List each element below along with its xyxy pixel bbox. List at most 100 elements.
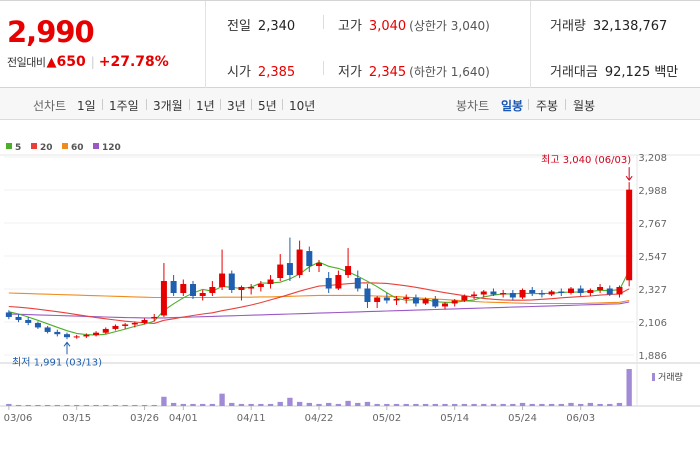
volume-label: 거래량 bbox=[658, 371, 683, 383]
ma60-line bbox=[8, 292, 630, 305]
volume: 거래량 32,138,767 bbox=[550, 15, 667, 34]
candle-body bbox=[606, 288, 613, 295]
tab-daily[interactable]: 일봉 bbox=[501, 99, 524, 113]
candle bbox=[354, 270, 361, 292]
candle-body bbox=[471, 294, 478, 296]
volume-bar bbox=[413, 403, 419, 406]
change-rate: +27.78% bbox=[98, 54, 169, 70]
candle bbox=[73, 334, 80, 339]
divider bbox=[251, 99, 252, 110]
candle-body bbox=[63, 334, 71, 338]
candle bbox=[558, 288, 565, 296]
candle-body bbox=[480, 291, 487, 295]
divider bbox=[530, 1, 531, 88]
candle-body bbox=[422, 298, 429, 304]
volume-bar bbox=[180, 403, 186, 406]
divider bbox=[565, 99, 566, 110]
volume-bar bbox=[296, 401, 303, 406]
volume-bars: 거래량 bbox=[6, 369, 683, 406]
candle bbox=[306, 246, 313, 273]
amount-value: 92,125 bbox=[604, 65, 651, 80]
candle-body bbox=[529, 289, 536, 293]
volume-bar bbox=[355, 402, 361, 406]
candle bbox=[63, 332, 71, 340]
y-tick-label: 2,106 bbox=[638, 318, 667, 329]
tab-monthly[interactable]: 월봉 bbox=[573, 99, 596, 113]
volume-bar bbox=[452, 403, 458, 406]
prev-close-value: 2,340 bbox=[257, 19, 296, 34]
tab-1d[interactable]: 1일 bbox=[77, 99, 96, 113]
volume-bar bbox=[209, 403, 216, 406]
candle bbox=[34, 321, 41, 329]
legend: 5 20 60 120 bbox=[6, 143, 121, 153]
x-tick-label: 04/22 bbox=[305, 413, 334, 424]
candle-body bbox=[432, 298, 439, 307]
volume-label: 거래량 bbox=[550, 19, 586, 34]
volume-bar bbox=[548, 403, 555, 406]
volume-bar bbox=[616, 402, 623, 406]
candle-body bbox=[335, 275, 342, 289]
high-value: 3,040 bbox=[368, 19, 407, 34]
candle-body bbox=[267, 279, 274, 285]
tab-10y[interactable]: 10년 bbox=[289, 99, 316, 113]
upper-limit: (상한가 3,040) bbox=[409, 19, 490, 33]
volume-bar bbox=[103, 404, 109, 406]
candle-body bbox=[451, 300, 458, 304]
candle-body bbox=[257, 284, 264, 288]
tab-3y[interactable]: 3년 bbox=[227, 99, 246, 113]
candle bbox=[538, 289, 545, 298]
candle-body bbox=[315, 263, 323, 267]
stock-summary: 2,990 전일대비▲650 | +27.78% 전일 2,340 시가 2,385 고… bbox=[0, 0, 700, 88]
volume-bar bbox=[422, 403, 429, 406]
volume-bar bbox=[83, 404, 90, 406]
low-annotation: 최저 1,991 (03/13) bbox=[12, 356, 102, 368]
tab-1y[interactable]: 1년 bbox=[196, 99, 215, 113]
volume-bar bbox=[587, 402, 594, 406]
candle bbox=[267, 275, 274, 289]
tab-weekly[interactable]: 주봉 bbox=[536, 99, 559, 113]
candle-body bbox=[73, 336, 80, 338]
line-chart-title: 선차트 bbox=[33, 99, 67, 113]
volume-bar bbox=[626, 369, 632, 406]
x-tick-label: 05/14 bbox=[440, 413, 469, 424]
candle-body bbox=[15, 316, 22, 320]
candle-body bbox=[345, 266, 352, 276]
candle-body bbox=[189, 284, 197, 296]
legend-swatch bbox=[31, 143, 37, 149]
candle bbox=[626, 182, 633, 287]
candle bbox=[393, 295, 400, 305]
volume-bar bbox=[345, 400, 351, 406]
volume-bar bbox=[258, 403, 264, 406]
tab-3m[interactable]: 3개월 bbox=[153, 99, 183, 113]
candle-body bbox=[238, 287, 245, 290]
low-label: 저가 bbox=[338, 65, 362, 80]
chart-tabs: 선차트 1일 1주일 3개월 1년 3년 5년 10년 봉차트 일봉 주봉 월봉 bbox=[0, 88, 700, 120]
tab-1w[interactable]: 1주일 bbox=[109, 99, 139, 113]
candle bbox=[286, 237, 293, 282]
volume-bar bbox=[25, 404, 31, 406]
ma120-line bbox=[8, 301, 630, 319]
y-tick-label: 3,208 bbox=[638, 153, 667, 164]
divider bbox=[528, 99, 529, 110]
candle-body bbox=[306, 251, 313, 267]
candle-body bbox=[626, 189, 633, 281]
divider bbox=[102, 99, 103, 110]
ma5-line bbox=[8, 261, 630, 336]
grid bbox=[0, 154, 700, 407]
candle bbox=[248, 284, 255, 295]
candle-body bbox=[248, 287, 255, 289]
legend-label: 5 bbox=[15, 143, 21, 153]
open-label: 시가 bbox=[227, 65, 251, 80]
candle bbox=[25, 316, 32, 326]
candle bbox=[160, 263, 167, 317]
high-label: 고가 bbox=[338, 19, 362, 34]
candle-body bbox=[112, 325, 119, 329]
candlestick-chart[interactable]: 5 20 60 120 3,208 2,988 2,767 2,547 2,327 2,106 1… bbox=[0, 121, 700, 450]
divider bbox=[323, 15, 324, 29]
candle bbox=[529, 287, 536, 296]
candle-body bbox=[286, 263, 293, 276]
candle-body bbox=[34, 322, 41, 328]
up-arrow-icon: ▲ bbox=[46, 55, 57, 70]
x-tick-label: 03/06 bbox=[4, 413, 33, 424]
tab-5y[interactable]: 5년 bbox=[258, 99, 277, 113]
